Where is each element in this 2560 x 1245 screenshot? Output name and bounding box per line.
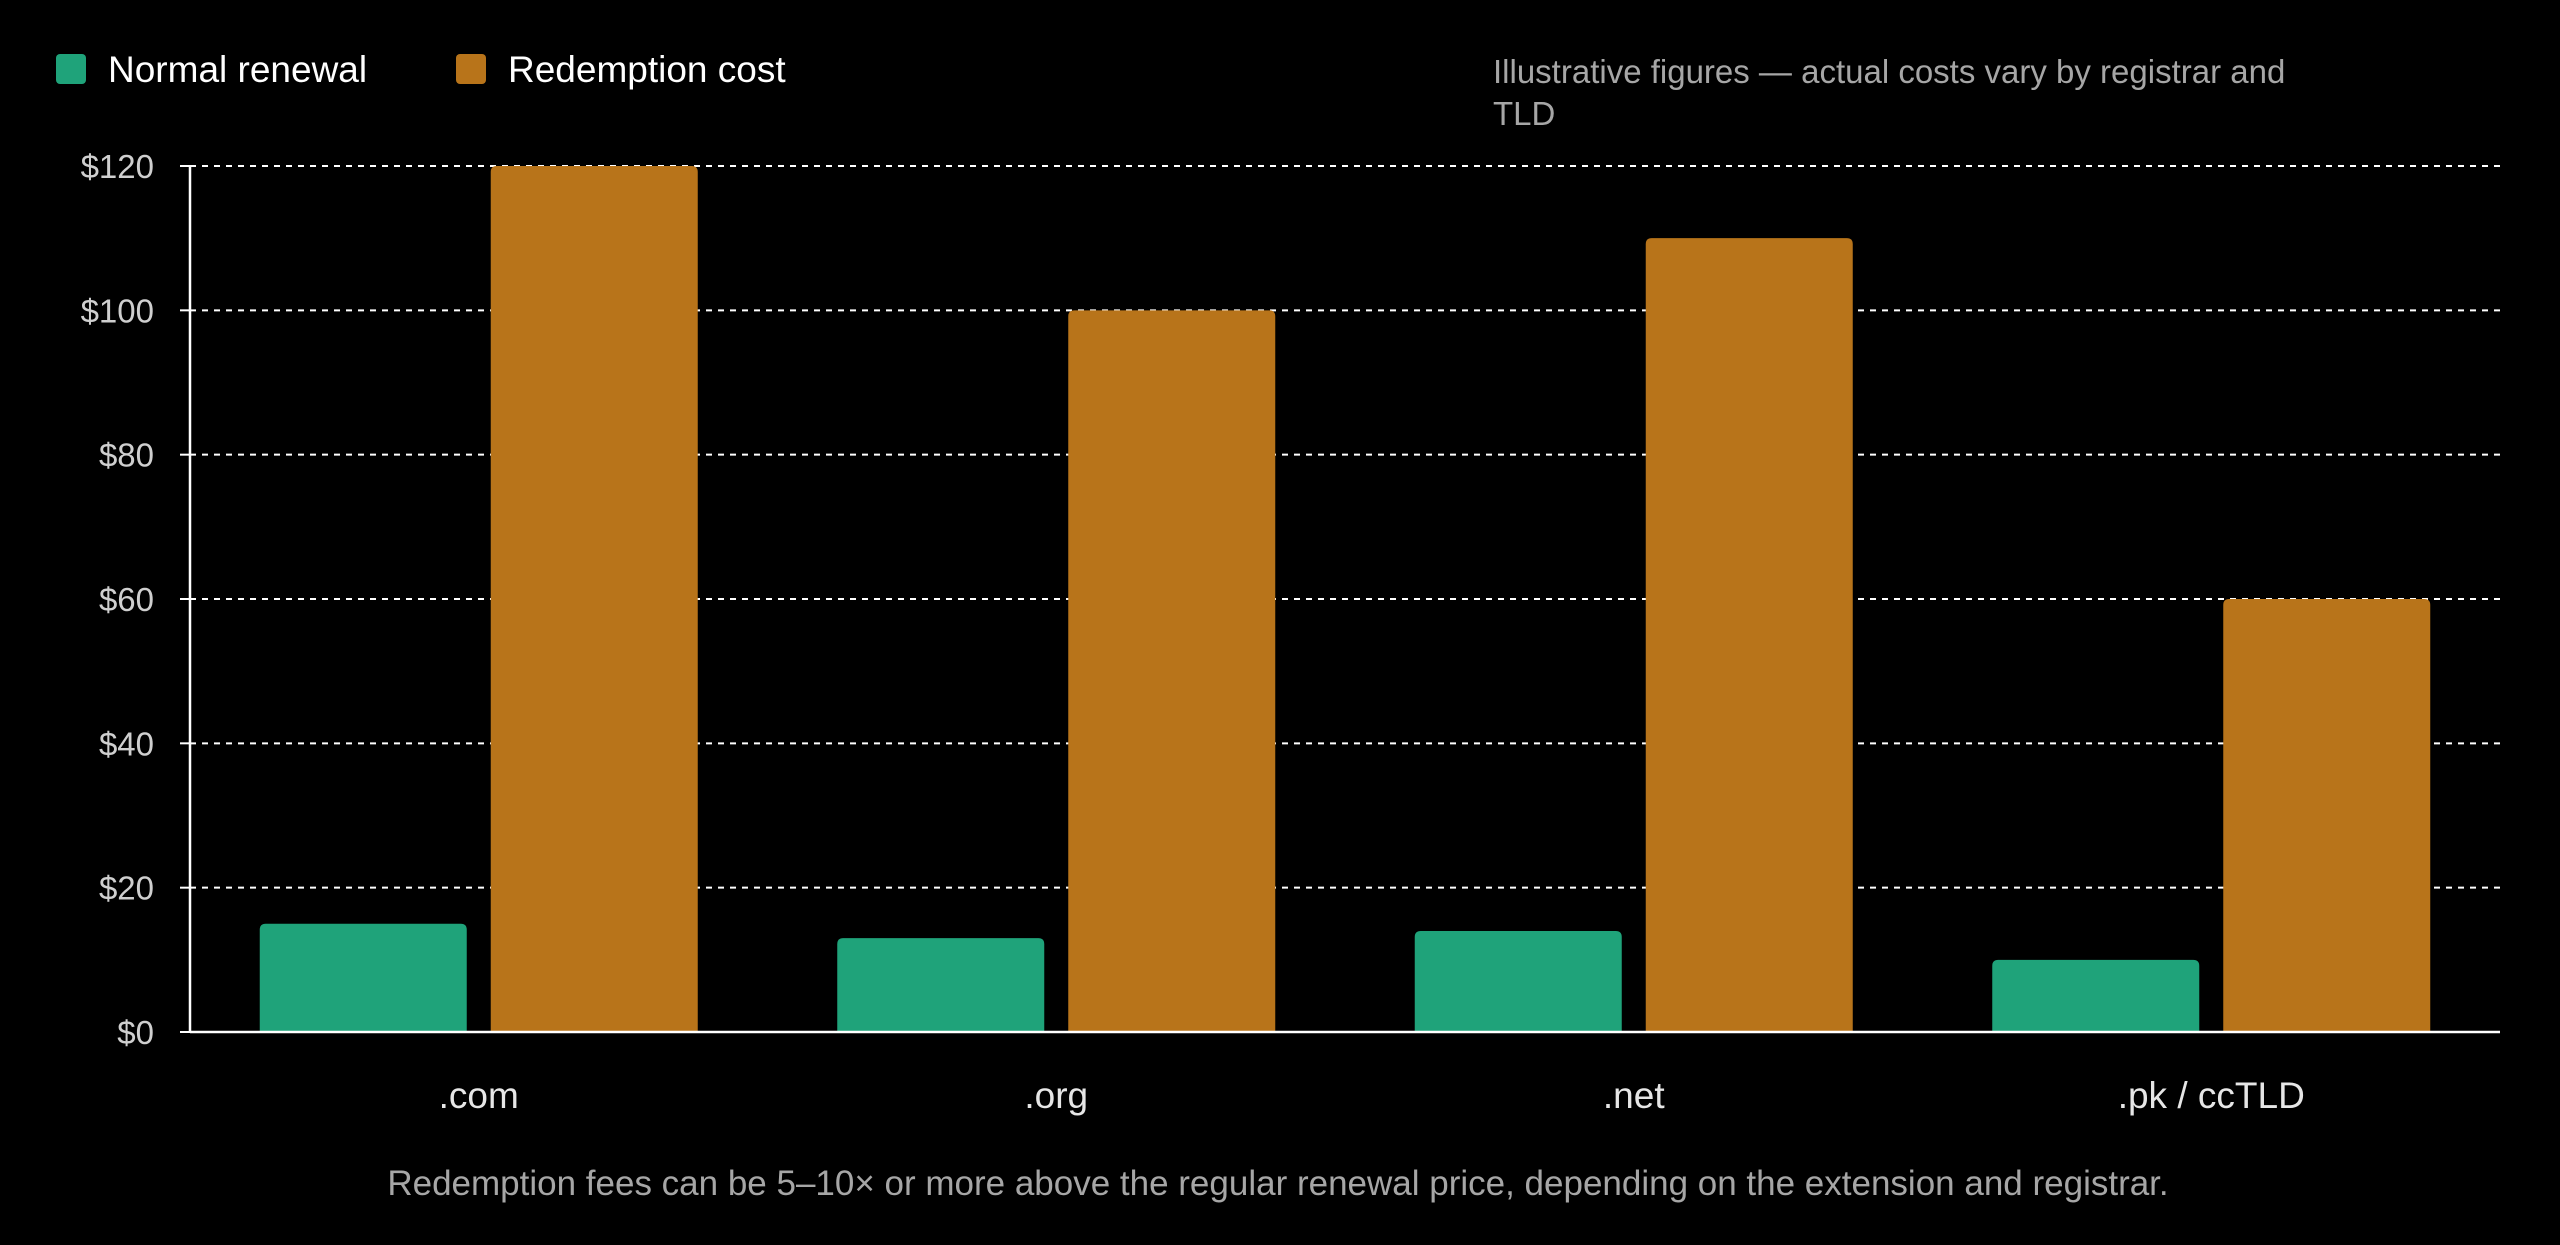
legend-label-redemption-cost: Redemption cost xyxy=(508,49,786,90)
y-axis-ticks: $0 $20 $40 $60 $80 $100 $120 xyxy=(81,148,190,1051)
y-tick-label: $80 xyxy=(99,437,154,474)
chart-caption: Redemption fees can be 5–10× or more abo… xyxy=(387,1164,2168,1203)
bar-redemption-cost xyxy=(490,166,698,1032)
legend: Normal renewal Redemption cost xyxy=(56,49,786,90)
x-tick-label: .pk / ccTLD xyxy=(2118,1075,2305,1116)
bar-normal-renewal xyxy=(837,938,1045,1032)
bar-redemption-cost xyxy=(1645,238,1853,1032)
bar-redemption-cost xyxy=(2223,599,2431,1032)
y-tick-label: $20 xyxy=(99,870,154,907)
y-tick-label: $0 xyxy=(117,1014,154,1051)
y-tick-label: $40 xyxy=(99,725,154,762)
y-tick-label: $100 xyxy=(81,292,154,329)
chart-note: Illustrative figures — actual costs vary… xyxy=(1493,53,2285,132)
x-tick-label: .com xyxy=(439,1075,519,1116)
x-tick-label: .net xyxy=(1603,1075,1665,1116)
legend-swatch-redemption-cost xyxy=(456,54,486,84)
bar-normal-renewal xyxy=(1992,959,2200,1032)
chart-note-line-1: Illustrative figures — actual costs vary… xyxy=(1493,53,2285,90)
bar-normal-renewal xyxy=(259,923,467,1032)
chart-note-line-2: TLD xyxy=(1493,95,1555,132)
legend-label-normal-renewal: Normal renewal xyxy=(108,49,367,90)
legend-swatch-normal-renewal xyxy=(56,54,86,84)
bar-redemption-cost xyxy=(1068,310,1276,1032)
y-tick-label: $120 xyxy=(81,148,154,185)
bars xyxy=(259,166,2431,1032)
bar-normal-renewal xyxy=(1414,930,1622,1032)
x-axis-ticks: .com .org .net .pk / ccTLD xyxy=(439,1075,2305,1116)
y-tick-label: $60 xyxy=(99,581,154,618)
x-tick-label: .org xyxy=(1024,1075,1088,1116)
axes xyxy=(188,166,2500,1034)
